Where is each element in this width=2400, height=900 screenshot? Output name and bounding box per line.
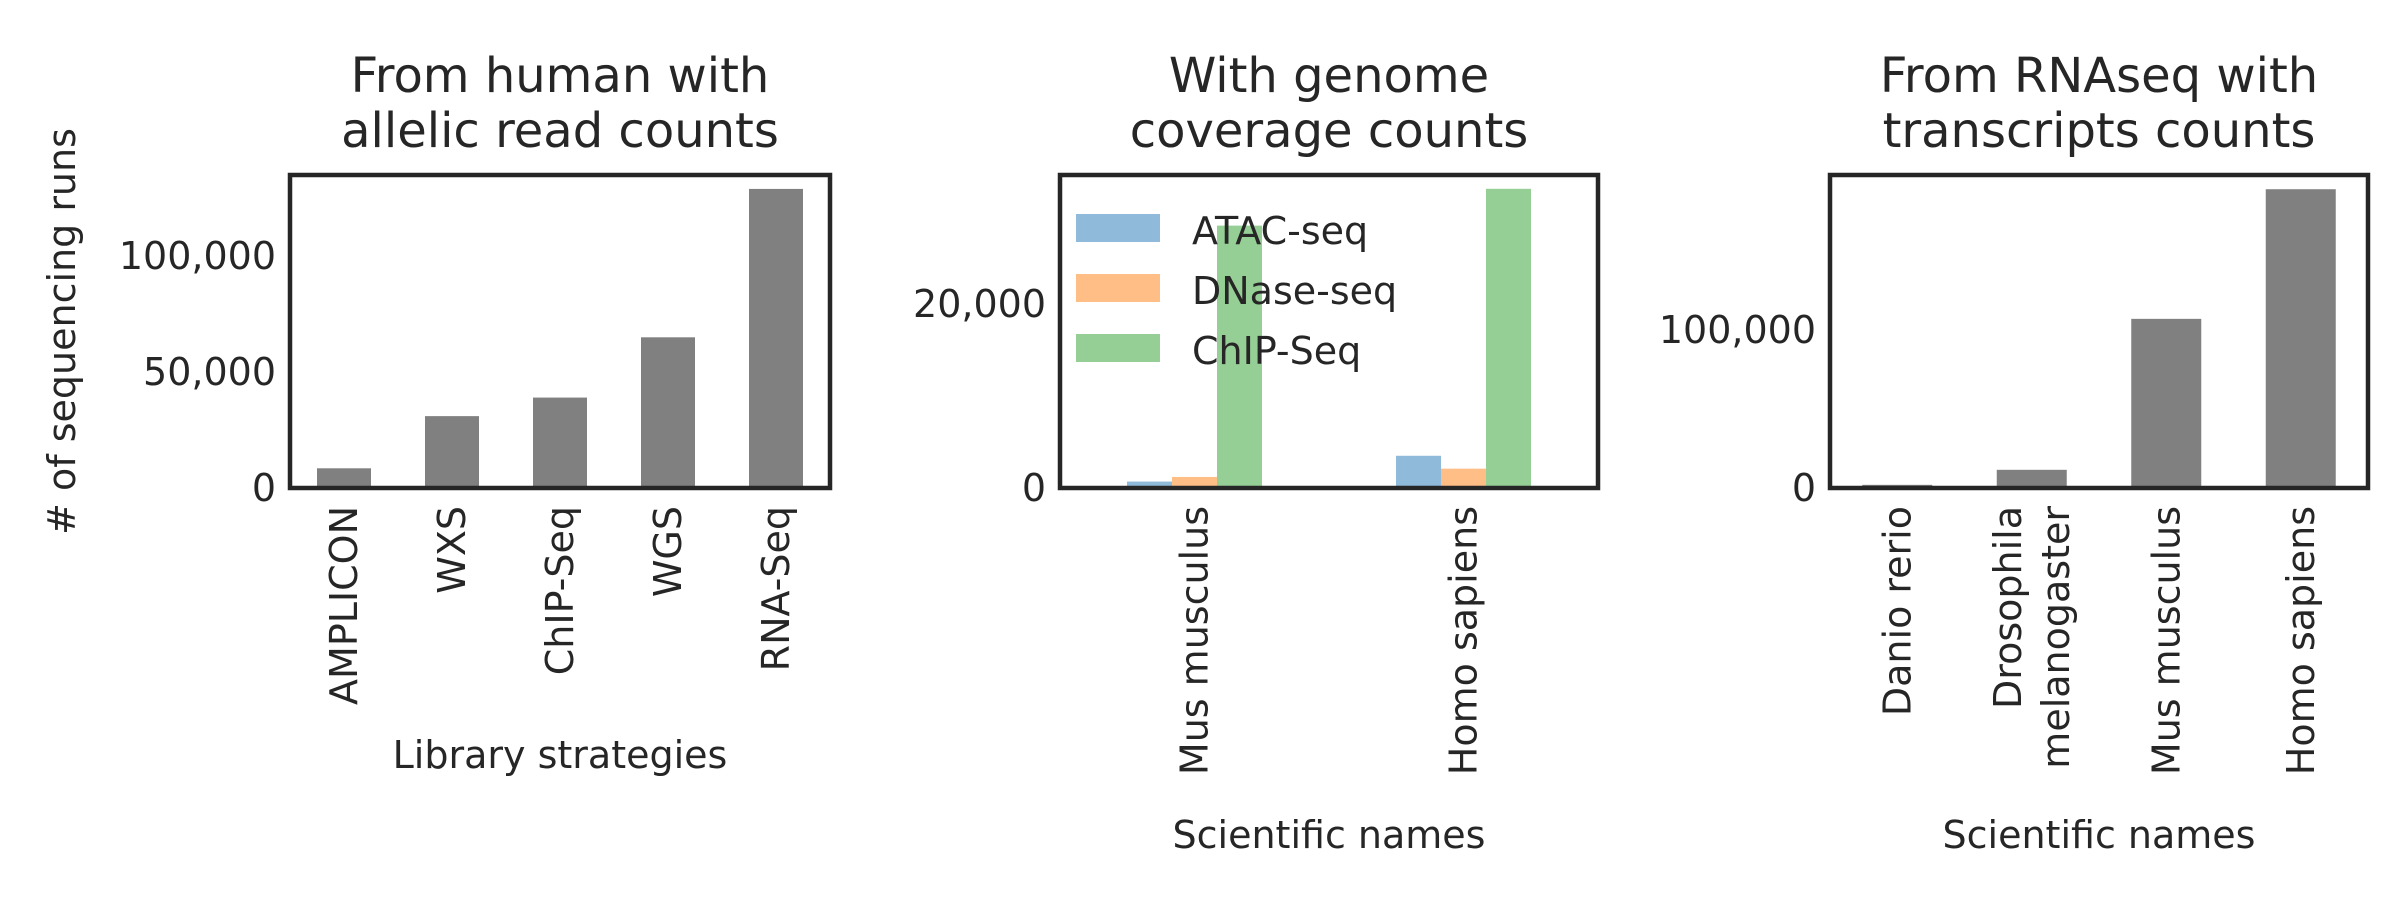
chart-panel-3: 0 100,000 Danio rerio Drosophila melanogaste… bbox=[1659, 48, 2371, 857]
bar-chip-seq-1 bbox=[1217, 225, 1262, 488]
chart-panel-1: 0 50,000 100,000 AMPLICON WXS ChIP-Seq WGS RNA-… bbox=[40, 48, 833, 777]
x-tick-label: Mus musculus bbox=[1173, 506, 1217, 775]
plot-frame bbox=[1827, 172, 2371, 491]
x-tick-label: melanogaster bbox=[2034, 506, 2078, 769]
y-tick-label: 0 bbox=[1022, 466, 1046, 510]
legend: ATAC-seq DNase-seq ChIP-Seq bbox=[1076, 209, 1397, 373]
bar-4 bbox=[641, 337, 695, 488]
bar-dnase-seq-2 bbox=[1441, 468, 1486, 488]
legend-swatch-atac-seq bbox=[1076, 214, 1160, 242]
bar-5 bbox=[749, 188, 803, 488]
y-tick-label: 0 bbox=[252, 466, 276, 510]
x-tick-label: AMPLICON bbox=[322, 506, 366, 705]
plot-frame bbox=[287, 172, 833, 491]
bar-dnase-seq-1 bbox=[1172, 476, 1217, 488]
legend-label: ChIP-Seq bbox=[1192, 329, 1361, 373]
x-tick-label: ChIP-Seq bbox=[538, 506, 582, 675]
chart-title-line-2: allelic read counts bbox=[341, 103, 779, 159]
plot-frame bbox=[1057, 172, 1601, 491]
chart-title-line-1: From RNAseq with bbox=[1880, 48, 2318, 104]
legend-swatch-chip-seq bbox=[1076, 334, 1160, 362]
y-tick-label: 100,000 bbox=[119, 234, 276, 278]
bar-3 bbox=[533, 397, 587, 488]
bar-2 bbox=[425, 416, 479, 488]
chart-title-line-1: With genome bbox=[1169, 48, 1489, 104]
y-tick-label: 20,000 bbox=[913, 282, 1046, 326]
x-tick-label: Homo sapiens bbox=[1442, 506, 1486, 775]
x-tick-label: Mus musculus bbox=[2144, 506, 2188, 775]
x-tick-label: RNA-Seq bbox=[754, 506, 798, 671]
x-axis-label: Library strategies bbox=[393, 733, 728, 777]
bar-3 bbox=[2131, 318, 2202, 488]
x-tick-label: Danio rerio bbox=[1875, 506, 1919, 716]
x-axis-label: Scientific names bbox=[1173, 813, 1486, 857]
x-tick-label: Drosophila bbox=[1986, 506, 2030, 709]
x-tick-label: WXS bbox=[430, 506, 474, 594]
x-tick-label: WGS bbox=[646, 506, 690, 597]
chart-panel-2: 0 20,000 Mus musculus Homo sapiens With geno… bbox=[913, 48, 1601, 857]
bar-1 bbox=[317, 468, 371, 488]
y-tick-label: 0 bbox=[1792, 466, 1816, 510]
x-axis-label: Scientific names bbox=[1943, 813, 2256, 857]
bar-2 bbox=[1996, 469, 2067, 488]
bar-atac-seq-2 bbox=[1396, 455, 1441, 488]
y-tick-label: 50,000 bbox=[143, 350, 276, 394]
x-tick-label: Homo sapiens bbox=[2279, 506, 2323, 775]
chart-title-line-2: coverage counts bbox=[1130, 103, 1529, 159]
legend-label: ATAC-seq bbox=[1192, 209, 1368, 253]
chart-title-line-2: transcripts counts bbox=[1883, 103, 2316, 159]
legend-swatch-dnase-seq bbox=[1076, 274, 1160, 302]
y-tick-label: 100,000 bbox=[1659, 308, 1816, 352]
bar-4 bbox=[2265, 189, 2336, 488]
y-axis-label: # of sequencing runs bbox=[40, 128, 84, 535]
bar-atac-seq-1 bbox=[1127, 481, 1172, 488]
bar-chip-seq-2 bbox=[1486, 188, 1531, 488]
chart-title-line-1: From human with bbox=[351, 48, 770, 104]
legend-label: DNase-seq bbox=[1192, 269, 1397, 313]
